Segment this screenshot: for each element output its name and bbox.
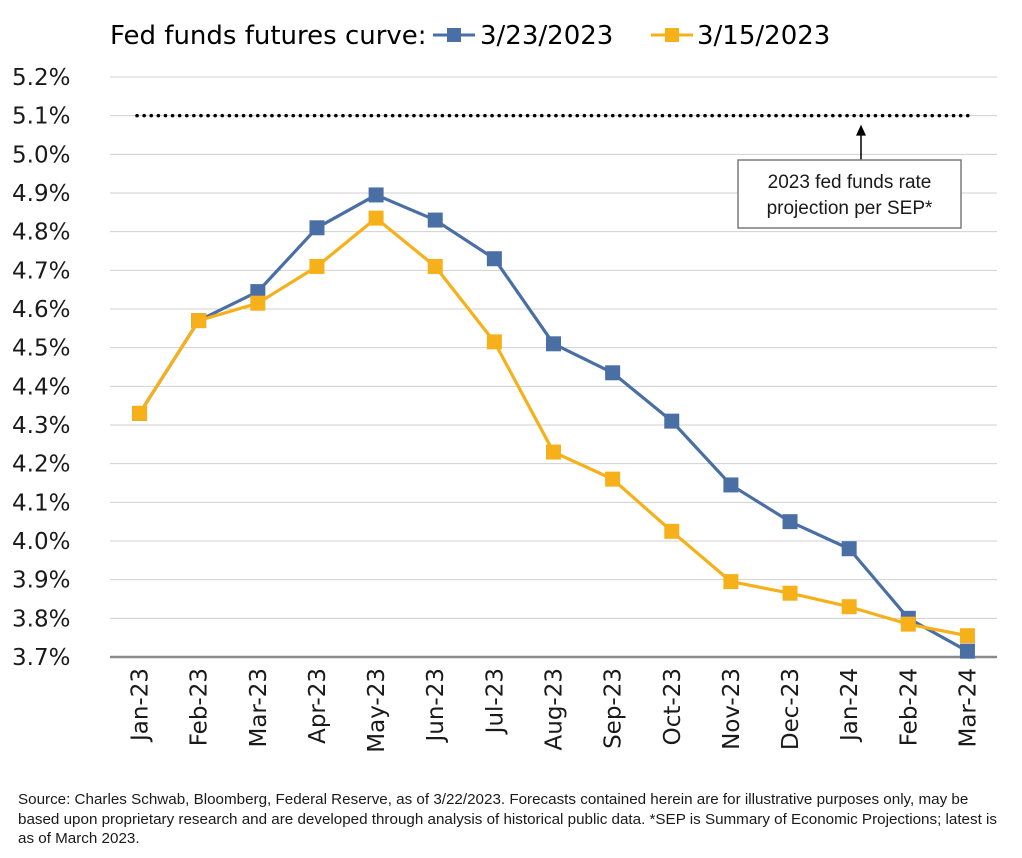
x-tick-label: May-23: [364, 668, 390, 753]
data-point: [782, 514, 798, 530]
annotation-arrowhead: [856, 124, 866, 136]
y-tick-label: 3.8%: [12, 606, 70, 632]
legend: Fed funds futures curve: 3/23/2023 3/15/…: [110, 21, 830, 51]
data-point: [309, 258, 325, 274]
data-point: [841, 541, 857, 557]
data-point: [546, 444, 561, 460]
series-line-2: [138, 216, 968, 638]
data-point: [427, 258, 443, 274]
data-point: [605, 471, 621, 487]
chart: 3.7% 3.8% 3.9% 4.0% 4.1% 4.2% 4.3% 4.4% 4.5% 4.6%…: [12, 21, 997, 753]
y-tick-label: 5.0%: [12, 142, 70, 168]
y-tick-label: 4.8%: [12, 220, 70, 246]
x-tick-label: Jan-24: [837, 668, 863, 743]
x-tick-label: Aug-23: [542, 668, 568, 750]
data-point: [664, 523, 680, 539]
annotation-line-2: projection per SEP*: [767, 198, 933, 219]
data-point: [368, 210, 384, 226]
y-tick-label: 4.0%: [12, 529, 70, 555]
legend-item-1: 3/23/2023: [433, 21, 613, 51]
x-tick-label: Mar-23: [246, 668, 272, 748]
data-point: [723, 477, 739, 493]
y-tick-label: 4.9%: [12, 181, 70, 207]
y-tick-label: 4.3%: [12, 413, 70, 439]
y-tick-label: 4.4%: [12, 374, 70, 400]
data-point: [782, 585, 798, 601]
grid-lines: [110, 76, 997, 619]
series-layer: [132, 187, 975, 659]
y-tick-label: 4.7%: [12, 258, 70, 284]
annotation-box: [737, 159, 962, 229]
y-tick-label: 5.1%: [12, 104, 70, 130]
data-point: [191, 313, 207, 329]
y-tick-label: 5.2%: [12, 65, 70, 91]
x-tick-label: Feb-23: [187, 668, 213, 746]
legend-swatch-marker-2: [665, 28, 679, 42]
data-point: [368, 187, 384, 203]
data-point: [309, 220, 325, 236]
data-point: [486, 251, 502, 267]
x-tick-label: Dec-23: [778, 668, 804, 750]
x-tick-label: Jul-23: [482, 668, 508, 735]
y-axis-ticks: 3.7% 3.8% 3.9% 4.0% 4.1% 4.2% 4.3% 4.4% 4.5% 4.6%…: [12, 65, 70, 671]
x-tick-label: Jan-23: [128, 668, 154, 743]
x-tick-label: Oct-23: [660, 668, 686, 745]
data-point: [900, 616, 916, 632]
legend-label-2: 3/15/2023: [697, 21, 830, 51]
x-tick-label: Apr-23: [305, 668, 331, 744]
chart-title: Fed funds futures curve:: [110, 21, 427, 51]
x-tick-label: Sep-23: [601, 668, 627, 749]
data-point: [959, 628, 975, 644]
data-point: [723, 574, 739, 590]
x-tick-label: Mar-24: [955, 668, 981, 748]
data-point: [427, 212, 443, 228]
data-point: [546, 336, 561, 352]
series-line-1: [138, 193, 969, 653]
data-point: [250, 295, 266, 311]
data-point: [132, 405, 148, 421]
data-point: [486, 334, 502, 350]
data-point: [841, 599, 857, 615]
data-point: [959, 643, 975, 659]
legend-swatch-marker-1: [447, 28, 461, 42]
legend-label-1: 3/23/2023: [480, 21, 613, 51]
x-tick-label: Jun-23: [423, 668, 449, 744]
y-tick-label: 4.6%: [12, 297, 70, 323]
annotation-line-1: 2023 fed funds rate: [768, 172, 932, 193]
x-tick-label: Nov-23: [719, 668, 745, 750]
legend-item-2: 3/15/2023: [651, 21, 830, 51]
annotation: 2023 fed funds rate projection per SEP*: [737, 124, 962, 229]
data-point: [605, 365, 621, 381]
y-tick-label: 4.5%: [12, 336, 70, 362]
data-point: [664, 413, 680, 429]
y-tick-label: 4.1%: [12, 490, 70, 516]
y-tick-label: 4.2%: [12, 452, 70, 478]
x-tick-label: Feb-24: [896, 668, 922, 746]
y-tick-label: 3.9%: [12, 568, 70, 594]
series-2: [132, 210, 975, 644]
series-1: [132, 187, 975, 659]
x-axis-ticks: Jan-23 Feb-23 Mar-23 Apr-23 May-23 Jun-23 Jul-…: [128, 668, 982, 753]
y-tick-label: 3.7%: [12, 645, 70, 671]
source-note: Source: Charles Schwab, Bloomberg, Feder…: [18, 791, 997, 847]
data-point: [250, 284, 266, 300]
